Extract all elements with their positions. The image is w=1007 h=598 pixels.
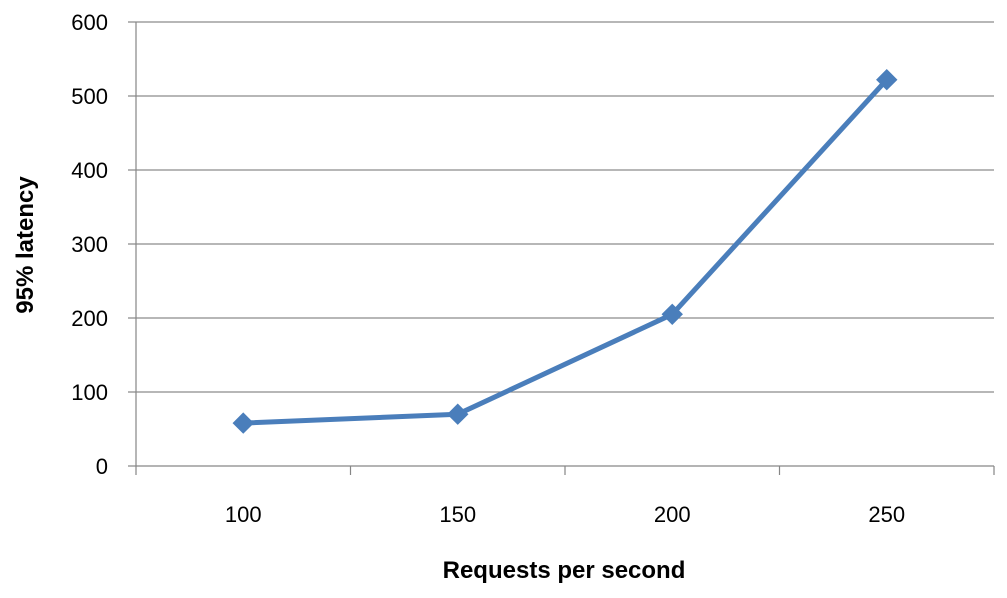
series-line (240, 77, 890, 426)
y-tick-label: 600 (71, 10, 108, 35)
data-point-marker (876, 69, 898, 91)
y-tick-label: 300 (71, 232, 108, 257)
x-tick-label: 200 (654, 502, 691, 527)
data-point-marker (232, 412, 254, 434)
x-tick-labels: 100 150 200 250 (225, 502, 905, 527)
x-tick-label: 150 (439, 502, 476, 527)
data-point-marker (661, 303, 683, 326)
y-tick-label: 200 (71, 306, 108, 331)
x-axis-title: Requests per second (443, 557, 686, 584)
y-tick-label: 100 (71, 380, 108, 405)
gridlines (136, 21, 994, 393)
x-tick-label: 250 (868, 502, 905, 527)
y-tick-label: 500 (71, 84, 108, 109)
axes (128, 21, 995, 475)
y-axis-title: 95% latency (12, 176, 39, 314)
data-point-marker (447, 403, 469, 425)
series-layer (232, 69, 898, 434)
y-tick-label: 0 (96, 454, 108, 479)
x-tick-label: 100 (225, 502, 262, 527)
y-tick-label: 400 (71, 158, 108, 183)
y-tick-labels: 0 100 200 300 400 500 600 (71, 10, 108, 479)
